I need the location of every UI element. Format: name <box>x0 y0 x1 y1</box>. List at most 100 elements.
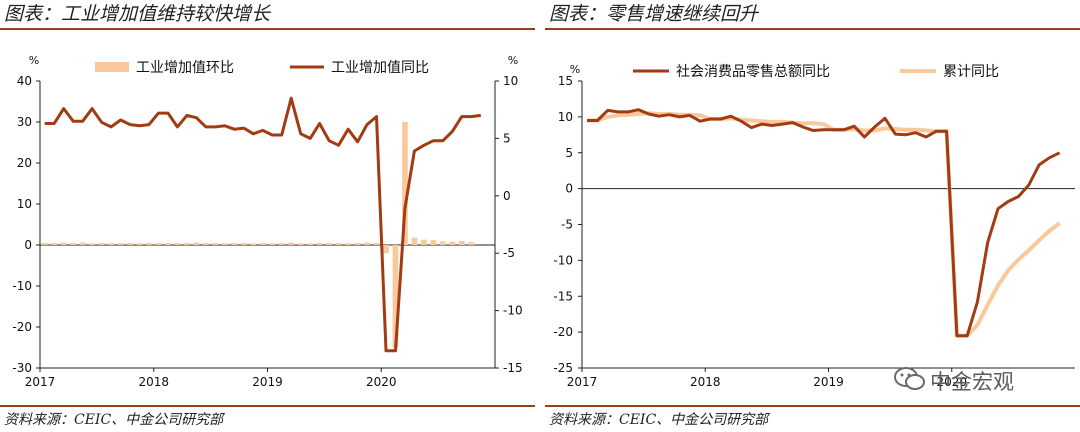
x-axis-tick-label: 2018 <box>690 375 721 389</box>
bar-mom <box>184 242 190 245</box>
y-axis-tick-label: 0 <box>565 182 573 196</box>
bar-mom <box>108 243 114 245</box>
bar-mom <box>41 242 48 245</box>
left-axis-tick-label: 30 <box>17 115 32 129</box>
bar-mom <box>165 242 171 245</box>
source-note: 资料来源：CEIC、中金公司研究部 <box>549 412 769 428</box>
bar-mom <box>411 237 418 245</box>
industrial-chart: % % 40 30 20 10 0 -10 -20 -30 10 5 0 -5 -10 -15 2017 2018… <box>12 54 523 389</box>
bar-mom <box>345 243 351 245</box>
bar-mom <box>468 242 475 245</box>
y-axis-tick-label: -15 <box>553 289 573 303</box>
bar-mom <box>269 243 276 245</box>
bar-mom <box>60 242 67 245</box>
left-axis-tick-label: 40 <box>17 74 32 88</box>
right-axis-tick-label: 5 <box>503 131 511 145</box>
chart-title: 图表：工业增加值维持较快增长 <box>4 3 271 25</box>
line-yoy <box>44 96 481 353</box>
x-axis-tick-label: 2020 <box>936 375 967 389</box>
right-axis-tick-label: 10 <box>503 74 518 88</box>
bar-mom <box>316 242 323 245</box>
legend-label-mom: 工业增加值环比 <box>136 60 234 76</box>
left-axis-tick-label: 10 <box>17 197 32 211</box>
bar-mom <box>335 242 342 245</box>
y-axis-tick-label: 10 <box>558 110 573 124</box>
x-axis-tick-label: 2019 <box>252 375 283 389</box>
y-axis-unit: % <box>570 63 580 76</box>
panel-industrial: 图表：工业增加值维持较快增长 %% 40 30 20 10 0 -10 -20 -30 10 5 0 -… <box>0 0 535 432</box>
right-axis-tick-label: 0 <box>503 189 511 203</box>
bar-mom <box>127 242 133 245</box>
bar-mom <box>373 242 380 245</box>
legend-label-yoy: 工业增加值同比 <box>331 60 429 76</box>
legend-label-retail: 社会消费品零售总额同比 <box>676 64 830 80</box>
bar-mom <box>79 242 86 245</box>
bar-mom <box>449 241 456 245</box>
bar-mom <box>326 242 332 245</box>
bar-mom <box>402 122 408 245</box>
right-axis-unit: % <box>508 54 518 67</box>
bar-mom <box>430 240 437 245</box>
bar-mom <box>354 242 361 245</box>
bar-mom <box>440 241 446 245</box>
left-axis-tick-label: 20 <box>17 156 32 170</box>
right-axis-tick-label: -10 <box>503 304 523 318</box>
right-axis-tick-label: -15 <box>503 361 523 375</box>
line-retail-yoy <box>587 108 1061 338</box>
left-axis-tick-label: 0 <box>24 238 32 252</box>
left-axis-unit: % <box>29 54 39 67</box>
y-axis-tick-label: -10 <box>553 253 573 267</box>
bar-mom <box>458 240 465 245</box>
bar-mom <box>98 242 105 245</box>
x-axis-tick-label: 2017 <box>25 375 56 389</box>
bar-mom <box>364 242 370 245</box>
bar-mom <box>259 242 266 245</box>
y-axis-tick-label: 15 <box>558 74 573 88</box>
bar-mom <box>155 242 162 245</box>
y-axis-tick-label: -5 <box>561 218 573 232</box>
x-axis-tick-label: 2020 <box>366 375 397 389</box>
bar-mom <box>383 245 389 254</box>
bar-mom <box>146 242 152 245</box>
legend-swatch-mom <box>95 62 129 72</box>
right-axis-tick-label: -5 <box>503 246 515 260</box>
bar-mom <box>51 242 58 245</box>
bar-mom <box>174 242 181 245</box>
bar-mom <box>70 242 77 245</box>
bar-mom <box>307 243 313 245</box>
bar-mom <box>250 243 257 245</box>
panel-retail: 图表：零售增速继续回升 % 15 10 5 0 -5 -10 -15 -20 -25 2017 201… <box>545 0 1080 432</box>
wechat-icon <box>894 367 925 390</box>
y-axis-tick-label: -20 <box>553 325 573 339</box>
bar-mom <box>288 242 295 245</box>
bar-mom <box>240 242 247 245</box>
bar-mom <box>212 242 219 245</box>
bar-mom <box>89 243 95 245</box>
bar-mom <box>117 242 124 245</box>
title-divider <box>545 28 1080 30</box>
left-axis-tick-label: -30 <box>12 361 32 375</box>
bar-mom <box>136 243 143 245</box>
chart-title: 图表：零售增速继续回升 <box>549 3 759 25</box>
left-axis-tick-label: -20 <box>12 320 32 334</box>
legend-label-cumulative: 累计同比 <box>943 64 999 80</box>
bar-mom <box>203 242 209 245</box>
line-cumulative-yoy <box>587 111 1061 338</box>
bar-mom <box>193 242 200 245</box>
y-axis-tick-label: 5 <box>565 146 573 160</box>
watermark-text: 中金宏观 <box>930 370 1014 394</box>
source-note: 资料来源：CEIC、中金公司研究部 <box>4 412 224 428</box>
bar-mom <box>231 242 238 245</box>
bar-mom <box>297 243 304 245</box>
bar-mom <box>392 245 399 348</box>
y-axis-tick-label: -25 <box>553 361 573 375</box>
bar-mom <box>222 243 228 245</box>
x-axis-tick-label: 2017 <box>567 375 598 389</box>
x-axis-tick-label: 2018 <box>138 375 169 389</box>
bar-mom <box>421 239 427 245</box>
x-axis-tick-label: 2019 <box>813 375 844 389</box>
bar-mom <box>278 242 285 245</box>
source-divider <box>545 405 1080 407</box>
left-axis-tick-label: -10 <box>12 279 32 293</box>
